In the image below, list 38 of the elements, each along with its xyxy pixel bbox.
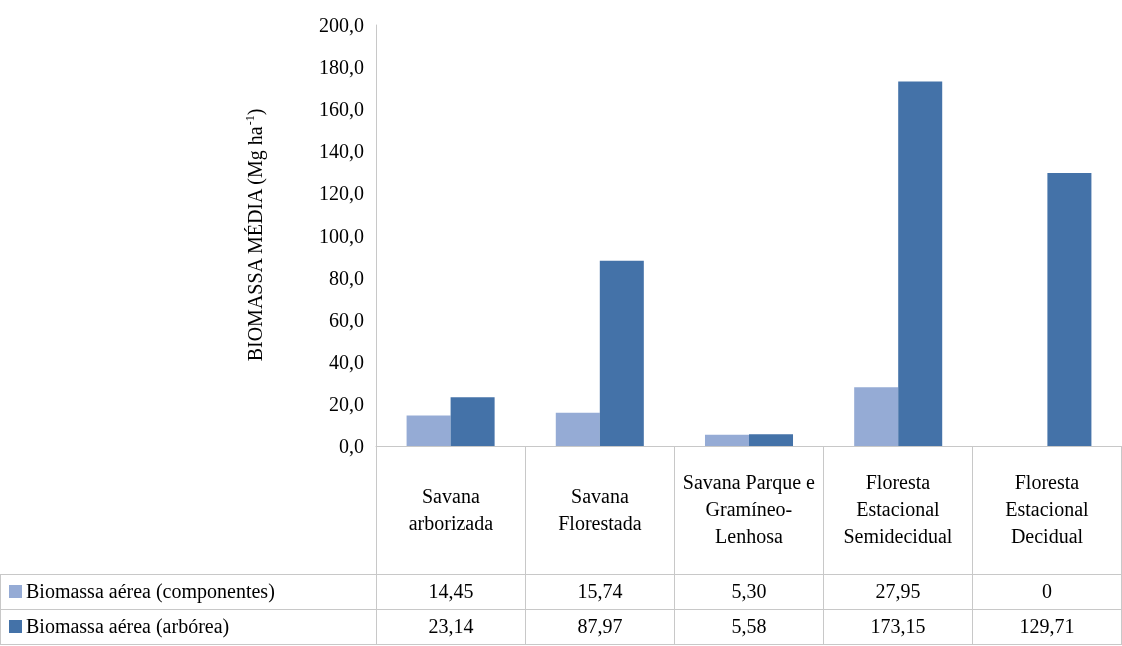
- y-tick-label: 140,0: [319, 140, 364, 163]
- data-label: 87,97: [525, 609, 675, 644]
- bar: [898, 81, 943, 446]
- data-label: 27,95: [823, 574, 973, 609]
- data-label: 5,30: [674, 574, 824, 609]
- bar: [406, 415, 451, 446]
- legend-label: Biomassa aérea (arbórea): [0, 609, 377, 644]
- bar: [704, 434, 749, 446]
- data-label: 129,71: [972, 609, 1122, 644]
- y-tick-label: 80,0: [329, 266, 364, 289]
- data-label: 0: [972, 574, 1122, 609]
- y-tick-label: 0,0: [339, 435, 364, 457]
- y-tick-label: 20,0: [329, 392, 364, 415]
- x-tick-label: Savana Florestada: [525, 446, 675, 574]
- data-label: 5,58: [674, 609, 824, 644]
- x-tick-label: Savana arborizada: [376, 446, 526, 574]
- bar: [749, 434, 794, 446]
- y-tick-label: 120,0: [319, 182, 364, 205]
- x-tick-label: Floresta Estacional Semidecidual: [823, 446, 973, 574]
- legend-label: Biomassa aérea (componentes): [0, 574, 377, 609]
- bar: [555, 412, 600, 446]
- y-axis-title: BIOMASSA MÉDIA (Mg ha-1): [243, 108, 267, 362]
- bar: [450, 397, 495, 446]
- y-tick-label: 60,0: [329, 308, 364, 331]
- data-label: 14,45: [376, 574, 526, 609]
- data-label: 173,15: [823, 609, 973, 644]
- y-tick-label: 200,0: [319, 14, 364, 36]
- y-tick-label: 100,0: [319, 224, 364, 247]
- y-tick-label: 160,0: [319, 98, 364, 121]
- y-tick-label: 40,0: [329, 350, 364, 373]
- x-tick-label: Floresta Estacional Decidual: [972, 446, 1122, 574]
- bar: [1047, 172, 1092, 446]
- bar: [854, 387, 899, 446]
- x-tick-label: Savana Parque e Gramíneo-Lenhosa: [674, 446, 824, 574]
- data-label: 15,74: [525, 574, 675, 609]
- y-tick-label: 180,0: [319, 56, 364, 79]
- data-label: 23,14: [376, 609, 526, 644]
- bar: [599, 260, 644, 446]
